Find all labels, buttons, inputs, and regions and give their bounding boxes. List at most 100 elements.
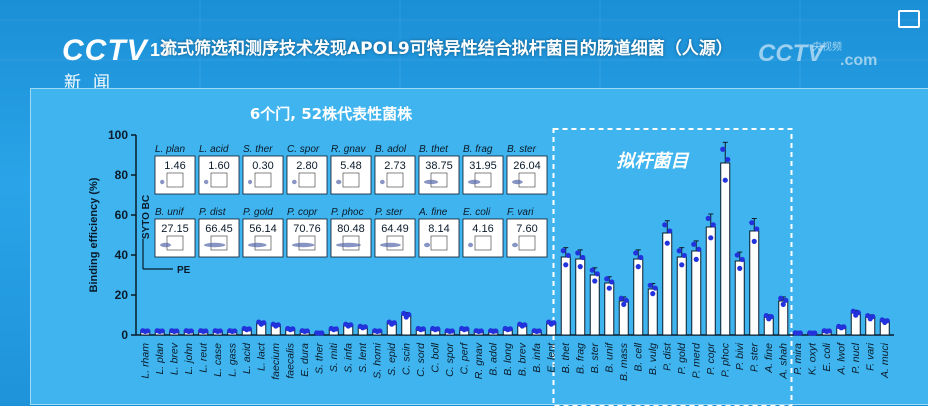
x-tick-label: L. plan [154,343,166,375]
inset-row2-population [292,242,315,248]
x-tick-label: P. gold [676,342,688,374]
data-point [391,320,397,326]
inset-row2-name: P. ster [375,207,403,218]
data-point [696,246,702,252]
data-point [797,330,803,336]
x-tick-label: A. shah [777,343,789,380]
data-point [884,318,890,324]
chart-panel: 拟杆菌目 0 20 40 60 80 100 Binding efficiency (%) L.… [30,88,928,406]
inset-row1-population [248,179,253,185]
inset-row1-plot-box [154,155,196,195]
inset-row1-value: 1.60 [208,160,229,172]
bar [734,260,745,336]
inset-y-label: SYTO BC [141,195,152,239]
inset-row2-value: 4.16 [472,223,493,235]
data-point [565,252,571,259]
x-tick-label: C. perf [458,342,470,375]
data-point [676,248,682,254]
data-point [647,282,653,288]
inset-row1-name: L. acid [199,144,229,155]
x-tick-label: P. bivi [734,342,746,370]
data-point [705,215,711,221]
inset-row2-plot-box [462,218,504,258]
data-point [662,222,668,228]
inset-row2-value: 56.14 [249,223,277,235]
data-point [536,328,542,334]
y-axis-label: Binding efficiency (%) [88,177,100,292]
data-point [754,226,760,232]
inset-row2-gate [518,235,536,251]
inset-row1-population [336,179,342,185]
bar [705,226,716,336]
highlight-label: 拟杆菌目 [617,151,691,172]
inset-row2-plot-box [374,218,416,258]
data-point [780,301,786,307]
data-point [691,241,697,247]
inset-row1-value: 31.95 [469,160,497,172]
data-point [855,309,861,316]
x-tick-label: P. ster [748,343,760,372]
x-tick-label: L. gass [226,342,238,377]
inset-row2-value: 70.76 [293,223,321,235]
inset-row2-population [204,242,226,248]
inset-row1-population [512,179,523,185]
data-point [563,262,569,268]
x-tick-label: A. fine [763,343,775,374]
inset-row1-value: 26.04 [513,160,541,172]
bar [691,250,702,336]
data-point [739,256,745,263]
inset-row1-value: 38.75 [425,160,453,172]
inset-row1-plot-box [198,155,240,195]
data-point [737,265,743,271]
data-point [604,276,610,282]
y-tick-label: 40 [115,248,129,262]
x-tick-label: B. adol [487,342,499,375]
x-tick-label: B. thet [560,342,572,373]
inset-row2-gate [474,235,492,251]
x-tick-label: P. phoc [719,342,731,377]
data-point [749,220,755,226]
inset-row1-gate [254,172,272,188]
data-point [232,328,238,334]
data-point [406,312,412,318]
data-point [362,324,368,330]
inset-row1-population [468,179,481,185]
inset-row1-population [204,179,209,185]
data-point [635,264,641,270]
x-tick-label: S. lent [357,342,369,373]
inset-row1-plot-box [506,155,548,195]
x-tick-label: E. dura [299,343,311,377]
data-point [870,314,876,320]
x-tick-label: L. rham [139,343,151,379]
binding-efficiency-chart: 拟杆菌目 0 20 40 60 80 100 Binding efficiency (%) L.… [88,105,894,406]
inset-row1-plot-box [374,155,416,195]
x-tick-label: S. epid [386,342,398,376]
y-tick-label: 100 [108,128,128,142]
inset-row2-plot-box [506,218,548,258]
data-point [478,328,484,334]
data-point [778,295,784,301]
data-point [664,240,670,246]
expand-icon[interactable] [898,10,920,28]
inset-row2-name: P. copr [287,207,318,218]
x-tick-label: E. coli [821,342,833,371]
x-tick-label: S. infa [342,343,354,373]
x-tick-label: C. spor [444,342,456,376]
x-tick-label: B. infa [531,343,543,373]
data-point [464,326,470,332]
data-point [575,250,581,256]
inset-row1-name: S. ther [243,144,273,155]
data-point [377,328,383,334]
bar [633,258,644,336]
bar [720,162,731,336]
inset-row2-gate [430,235,448,251]
x-tick-label: faecalis [284,342,296,378]
inset-row2-value: 64.49 [381,223,409,235]
x-tick-label: S. homi [371,342,383,378]
x-tick-label: P. nucl [850,342,862,373]
data-point [679,262,685,268]
data-point [681,252,687,259]
inset-row1-name: B. frag [463,144,493,155]
data-point [725,156,731,163]
inset-row1-name: L. plan [155,144,185,155]
